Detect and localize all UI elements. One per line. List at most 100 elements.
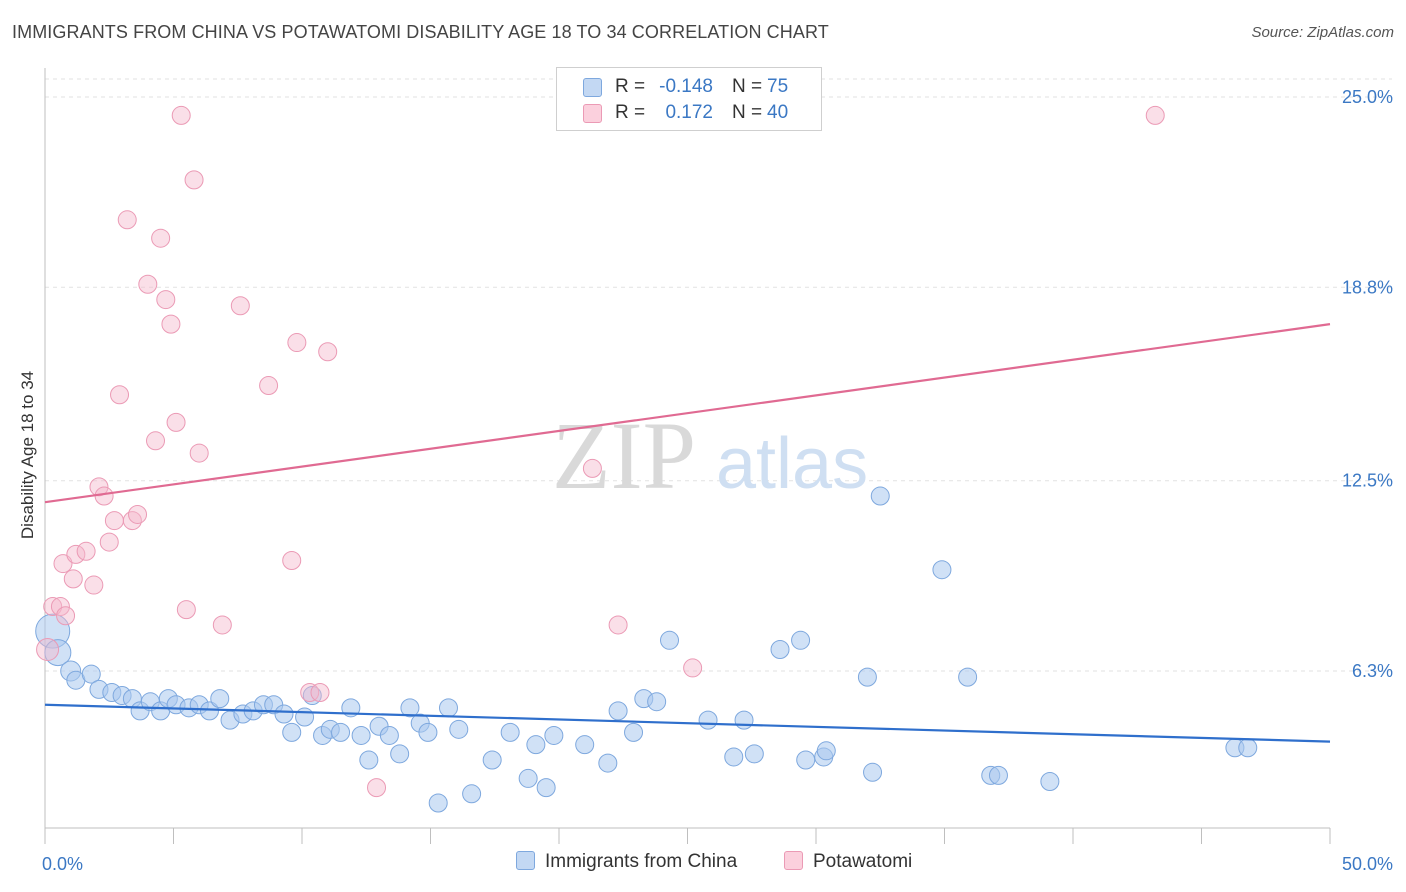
correlation-legend: R = -0.148 N = 75 R = 0.172 N = 40	[556, 67, 822, 131]
china-point	[857, 667, 877, 687]
potawatomi-point	[259, 376, 279, 396]
china-point	[647, 692, 667, 712]
bottom-legend-label-china: Immigrants from China	[545, 851, 738, 872]
legend-swatch-china	[583, 78, 602, 97]
china-point	[438, 698, 458, 718]
legend-r-value: -0.148	[659, 76, 713, 97]
china-point	[199, 701, 219, 721]
china-point	[351, 725, 371, 745]
potawatomi-point	[683, 658, 703, 678]
china-point	[379, 725, 399, 745]
china-point	[958, 667, 978, 687]
x-tick-label: 50.0%	[1342, 854, 1393, 874]
potawatomi-point	[138, 274, 158, 294]
china-point	[770, 640, 790, 660]
potawatomi-point	[608, 615, 628, 635]
potawatomi-point	[122, 511, 142, 531]
y-tick-label: 25.0%	[1342, 87, 1393, 107]
legend-r-label: R =	[615, 102, 646, 123]
y-tick-label: 18.8%	[1342, 277, 1393, 297]
potawatomi-point	[99, 532, 119, 552]
potawatomi-point	[230, 296, 250, 316]
potawatomi-point	[189, 443, 209, 463]
china-point	[282, 722, 302, 742]
china-point	[428, 793, 448, 813]
china-point	[536, 778, 556, 798]
bottom-legend-swatch-china	[516, 851, 535, 870]
china-point	[575, 735, 595, 755]
china-point	[796, 750, 816, 770]
china-point	[734, 710, 754, 730]
potawatomi-point	[300, 682, 320, 702]
potawatomi-point	[166, 412, 186, 432]
legend-n-label: N =	[732, 76, 763, 97]
potawatomi-point	[94, 486, 114, 506]
china-point	[274, 704, 294, 724]
china-point	[1040, 772, 1060, 792]
potawatomi-point	[1145, 105, 1165, 125]
potawatomi-point	[66, 544, 86, 564]
china-point	[462, 784, 482, 804]
potawatomi-point	[282, 550, 302, 570]
china-point	[449, 719, 469, 739]
potawatomi-point	[56, 606, 76, 626]
china-point	[1238, 738, 1258, 758]
china-point	[863, 762, 883, 782]
china-point	[518, 768, 538, 788]
china-point	[500, 722, 520, 742]
china-point	[608, 701, 628, 721]
china-trend-line	[44, 703, 1331, 743]
potawatomi-point	[184, 170, 204, 190]
potawatomi-point	[36, 638, 60, 662]
bottom-legend-swatch-potawatomi	[784, 851, 803, 870]
potawatomi-point	[146, 431, 166, 451]
grid-lines	[45, 78, 1392, 672]
legend-n-value: 40	[767, 102, 789, 123]
china-point	[624, 722, 644, 742]
potawatomi-point	[367, 778, 387, 798]
potawatomi-point	[110, 385, 130, 405]
chart-source: Source: ZipAtlas.com	[1251, 24, 1394, 41]
legend-n-value: 75	[767, 76, 789, 97]
china-point	[210, 689, 230, 709]
legend-r-label: R =	[615, 76, 646, 97]
china-point	[81, 664, 101, 684]
potawatomi-point	[582, 458, 602, 478]
china-point	[791, 630, 811, 650]
watermark-atlas: atlas	[716, 424, 868, 504]
potawatomi-point	[156, 290, 176, 310]
potawatomi-point	[287, 333, 307, 353]
y-tick-label: 6.3%	[1352, 661, 1393, 681]
scatter-points	[35, 105, 1258, 813]
tick-labels: 6.3% 12.5% 18.8% 25.0% 0.0% 50.0%	[42, 87, 1393, 874]
potawatomi-point	[212, 615, 232, 635]
china-point	[331, 722, 351, 742]
china-point	[698, 710, 718, 730]
potawatomi-point	[43, 597, 63, 617]
legend-swatch-potawatomi	[583, 104, 602, 123]
watermark-zip: ZIP	[552, 402, 696, 509]
china-point	[660, 630, 680, 650]
china-point	[302, 686, 322, 706]
potawatomi-point	[128, 504, 148, 524]
potawatomi-point	[171, 105, 191, 125]
x-tick-label: 0.0%	[42, 854, 83, 874]
potawatomi-point	[50, 597, 70, 617]
bottom-legend-label-potawatomi: Potawatomi	[813, 851, 913, 872]
china-point	[390, 744, 410, 764]
potawatomi-point	[161, 314, 181, 334]
potawatomi-point	[151, 228, 171, 248]
chart-title: IMMIGRANTS FROM CHINA VS POTAWATOMI DISA…	[12, 22, 829, 42]
china-point	[526, 735, 546, 755]
axes	[44, 68, 1331, 844]
potawatomi-point	[63, 569, 83, 589]
china-point	[544, 725, 564, 745]
y-axis-label: Disability Age 18 to 34	[18, 371, 37, 539]
potawatomi-point	[89, 477, 109, 497]
bottom-legend-china: Immigrants from China	[516, 851, 737, 873]
china-point	[988, 765, 1008, 785]
potawatomi-point	[318, 342, 338, 362]
china-point	[295, 707, 315, 727]
china-point	[932, 560, 952, 580]
